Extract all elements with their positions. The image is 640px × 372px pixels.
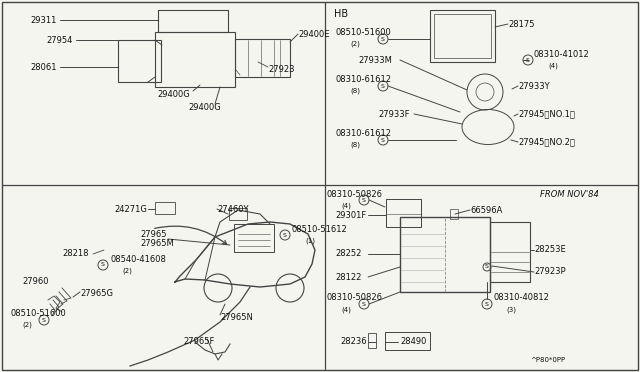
Text: 28253E: 28253E (534, 246, 566, 254)
Text: 08540-41608: 08540-41608 (110, 254, 166, 263)
Text: HB: HB (334, 9, 348, 19)
Text: 27460Y: 27460Y (217, 205, 248, 214)
Text: 29311: 29311 (30, 16, 56, 25)
Text: 28252: 28252 (335, 250, 362, 259)
Text: S: S (381, 138, 385, 142)
Text: 28122: 28122 (335, 273, 362, 282)
Text: 08310-61612: 08310-61612 (336, 74, 392, 83)
Text: S: S (42, 317, 46, 323)
Text: 08510-51600: 08510-51600 (10, 308, 66, 317)
Text: 66596A: 66596A (470, 205, 502, 215)
Text: 08310-40812: 08310-40812 (494, 294, 550, 302)
Text: 28490: 28490 (400, 337, 426, 346)
Text: 28218: 28218 (62, 250, 88, 259)
Text: S: S (362, 301, 366, 307)
Text: 29400E: 29400E (298, 29, 330, 38)
Text: 27945（NO.2）: 27945（NO.2） (518, 138, 575, 147)
Text: (3): (3) (506, 307, 516, 313)
Text: 27933F: 27933F (378, 109, 410, 119)
Text: 27933Y: 27933Y (518, 81, 550, 90)
Text: S: S (283, 232, 287, 237)
Text: S: S (526, 58, 530, 62)
Text: 08310-61612: 08310-61612 (336, 128, 392, 138)
Text: 27923P: 27923P (534, 267, 566, 276)
Text: (2): (2) (122, 268, 132, 274)
Text: (2): (2) (22, 322, 32, 328)
Text: (1): (1) (305, 238, 315, 244)
Text: 28236: 28236 (340, 337, 367, 346)
Text: 27965M: 27965M (140, 240, 173, 248)
Text: 08310-50826: 08310-50826 (327, 189, 383, 199)
Text: (2): (2) (350, 41, 360, 47)
Text: S: S (381, 36, 385, 42)
Text: 29301F: 29301F (335, 211, 366, 219)
Text: 24271G: 24271G (114, 205, 147, 214)
Text: 08310-41012: 08310-41012 (534, 49, 589, 58)
Text: 27945〈NO.1〉: 27945〈NO.1〉 (518, 109, 575, 119)
Text: 27965: 27965 (140, 230, 166, 238)
Text: S: S (101, 263, 105, 267)
Text: 27960: 27960 (22, 278, 49, 286)
Text: 27933M: 27933M (358, 55, 392, 64)
Text: S: S (485, 301, 489, 307)
Text: 27954: 27954 (46, 35, 72, 45)
Text: S: S (362, 198, 366, 202)
Text: (4): (4) (548, 63, 558, 69)
Text: 08510-51612: 08510-51612 (292, 224, 348, 234)
Text: 27965N: 27965N (220, 312, 253, 321)
Text: (8): (8) (350, 142, 360, 148)
Text: 28061: 28061 (30, 62, 56, 71)
Text: ^P80*0PP: ^P80*0PP (530, 357, 565, 363)
Text: 27923: 27923 (268, 64, 294, 74)
Text: FROM NOV'84: FROM NOV'84 (540, 189, 599, 199)
Text: 08510-51600: 08510-51600 (336, 28, 392, 36)
Text: S: S (381, 83, 385, 89)
Text: 08310-50826: 08310-50826 (327, 294, 383, 302)
Text: (4): (4) (341, 307, 351, 313)
Text: S: S (485, 264, 489, 269)
Text: 29400G: 29400G (157, 90, 189, 99)
Text: 29400G: 29400G (188, 103, 221, 112)
FancyArrowPatch shape (155, 226, 227, 244)
Text: (4): (4) (341, 203, 351, 209)
Text: 27965F: 27965F (183, 337, 214, 346)
Text: 28175: 28175 (508, 19, 534, 29)
Text: 27965G: 27965G (80, 289, 113, 298)
Text: (8): (8) (350, 88, 360, 94)
